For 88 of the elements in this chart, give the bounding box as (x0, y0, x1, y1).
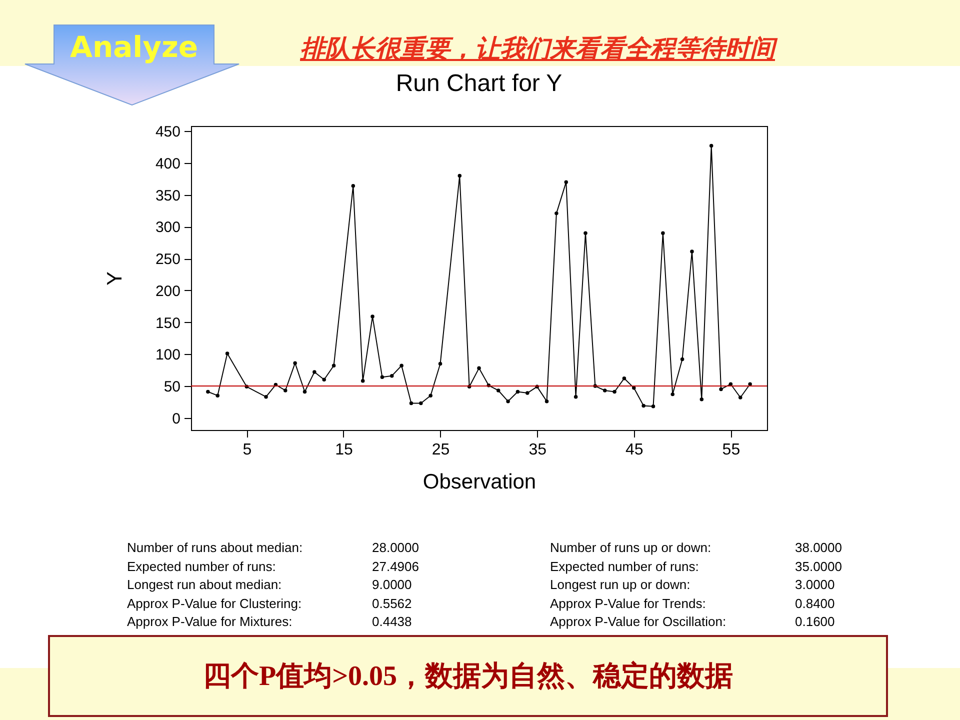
text: 38.0000 (795, 540, 842, 555)
y-tick-label: 200 (155, 282, 180, 300)
point (225, 352, 230, 356)
point (622, 376, 626, 380)
y-tick-label: 400 (155, 155, 180, 172)
text: Longest run up or down: (550, 577, 690, 592)
point (390, 374, 394, 378)
text: 3.0000 (795, 577, 835, 592)
point (544, 399, 549, 404)
point (564, 180, 568, 184)
point (506, 399, 510, 404)
x-axis-title: Observation (422, 470, 536, 494)
point (360, 379, 365, 383)
x-tick-label: 5 (242, 442, 252, 458)
point (642, 404, 646, 408)
point (728, 382, 733, 386)
point (409, 401, 414, 406)
point (632, 386, 636, 390)
y-tick-label: 250 (155, 251, 180, 268)
y-tick-label: 50 (164, 378, 180, 396)
point (700, 398, 704, 402)
point (709, 144, 714, 148)
point (332, 364, 336, 368)
y-tick-label: 100 (155, 346, 180, 364)
point (651, 404, 656, 408)
point (670, 392, 674, 396)
x-tick-label: 45 (625, 442, 644, 458)
y-tick-label: 150 (155, 314, 180, 332)
point (302, 390, 307, 394)
x-tick-label: 25 (432, 442, 450, 458)
text: 27.4906 (372, 558, 419, 574)
text: Longest run about median: (127, 577, 282, 592)
point (584, 231, 588, 235)
text: 28.0000 (372, 540, 419, 555)
point (612, 390, 616, 394)
point (438, 362, 442, 366)
y-tick-label: 300 (155, 219, 180, 236)
text: 四个P值均>0.05，数据为自然、稳定的数据 (202, 660, 734, 694)
point (554, 211, 558, 216)
point (680, 357, 684, 362)
text: Expected number of runs: (127, 558, 276, 574)
x-tick-label: 35 (528, 442, 547, 458)
point (661, 231, 665, 235)
point (458, 174, 462, 178)
point (312, 370, 316, 374)
point (738, 396, 742, 400)
x-tick-label: 55 (722, 442, 740, 458)
point (293, 361, 297, 365)
x-tick-label: 15 (335, 442, 353, 458)
point (351, 184, 356, 188)
point (516, 390, 520, 394)
text: Approx P-Value for Trends: (550, 596, 706, 610)
point (216, 394, 220, 398)
y-tick-label: 350 (155, 187, 180, 204)
point (322, 378, 326, 382)
y-tick-label: 0 (172, 410, 180, 428)
y-axis-title: Y (103, 271, 126, 286)
point (264, 394, 268, 399)
text: 0.1600 (795, 614, 835, 629)
text: Analyze (70, 30, 198, 64)
y-tick-label: 450 (155, 124, 180, 141)
point (602, 388, 607, 392)
point (496, 388, 500, 392)
text: Expected number of runs: (550, 558, 699, 574)
point (748, 382, 752, 386)
text: Number of runs up or down: (550, 540, 712, 555)
point (428, 394, 432, 398)
point (370, 314, 374, 318)
point (284, 388, 288, 392)
chart-title: Run Chart for Y (396, 70, 562, 98)
point (206, 390, 210, 394)
point (719, 387, 723, 392)
text: Number of runs about median: (127, 540, 303, 555)
point (400, 364, 404, 368)
text: 35.0000 (795, 558, 842, 574)
text: 0.4438 (372, 614, 412, 629)
point (419, 401, 423, 406)
point (574, 394, 578, 399)
text: 0.5562 (372, 596, 412, 610)
point (526, 391, 530, 395)
text: Approx P-Value for Oscillation: (550, 614, 726, 629)
text: 9.0000 (372, 577, 412, 592)
text: Approx P-Value for Clustering: (127, 596, 302, 610)
text: Approx P-Value for Mixtures: (127, 614, 292, 629)
text: 0.8400 (795, 596, 835, 610)
point (690, 250, 694, 254)
point (380, 375, 384, 379)
point (477, 366, 481, 370)
